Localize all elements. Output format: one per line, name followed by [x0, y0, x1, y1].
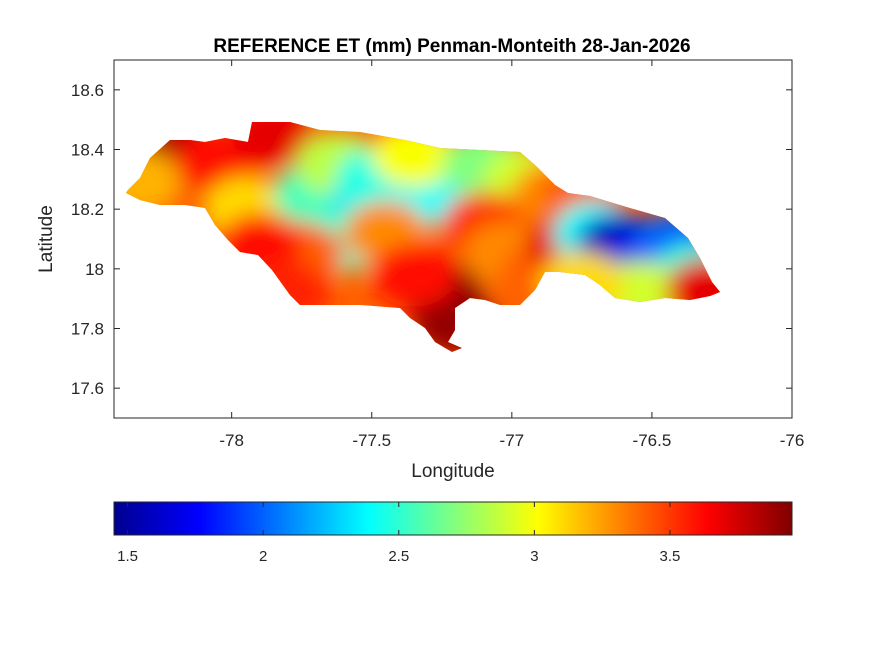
- y-tick-label: 17.8: [71, 320, 104, 339]
- y-axis-ticks: 17.6 17.8 18 18.2 18.4 18.6: [71, 81, 792, 398]
- chart-title: REFERENCE ET (mm) Penman-Monteith 28-Jan…: [213, 36, 690, 57]
- colorbar-tick-label: 2: [259, 548, 267, 565]
- colorbar-tick-label: 3: [530, 548, 538, 565]
- et-region-4: [231, 122, 316, 167]
- x-tick-label: -76: [780, 431, 805, 450]
- colorbar-tick-label: 2.5: [388, 548, 409, 565]
- colorbar-gradient: [114, 502, 792, 535]
- y-axis-label: Latitude: [36, 205, 57, 273]
- plot-frame: [113, 59, 793, 419]
- x-tick-label: -77: [500, 431, 525, 450]
- y-tick-label: 18.2: [71, 200, 104, 219]
- colorbar-tick-label: 3.5: [660, 548, 681, 565]
- x-axis-label: Longitude: [411, 461, 494, 482]
- colorbar: 1.5 2 2.5 3 3.5: [113, 501, 793, 565]
- y-tick-label: 18: [85, 260, 104, 279]
- y-tick-label: 18.4: [71, 141, 104, 160]
- x-tick-label: -77.5: [352, 431, 391, 450]
- et-region-23: [371, 242, 456, 307]
- colorbar-frame: [113, 501, 793, 536]
- x-tick-label: -78: [219, 431, 244, 450]
- y-tick-label: 18.6: [71, 81, 104, 100]
- x-axis-ticks: -78 -77.5 -77 -76.5 -76: [219, 60, 804, 450]
- colorbar-ticks: 1.5 2 2.5 3 3.5: [117, 502, 680, 565]
- y-tick-label: 17.6: [71, 379, 104, 398]
- et-region-2: [126, 150, 182, 215]
- x-tick-label: -76.5: [633, 431, 672, 450]
- colorbar-tick-label: 1.5: [117, 548, 138, 565]
